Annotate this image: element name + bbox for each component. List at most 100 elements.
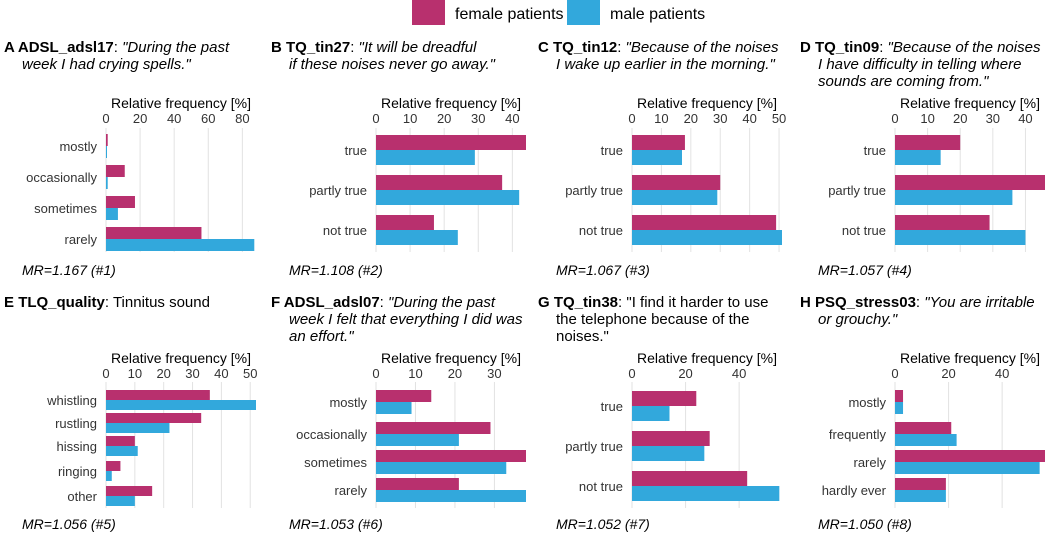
- category-label: whistling: [46, 393, 97, 408]
- panel-title: G TQ_tin38: "I find it harder to use: [538, 294, 768, 311]
- tick-label: 10: [654, 111, 668, 126]
- category-label: true: [601, 143, 623, 158]
- tick-label: 10: [408, 366, 422, 381]
- bar-male: [106, 496, 135, 506]
- panel-quote-line: "I find it harder to use: [626, 294, 768, 311]
- panel-colon: :: [879, 39, 887, 56]
- tick-label: 20: [941, 366, 955, 381]
- axis-title: Relative frequency [%]: [900, 350, 1040, 366]
- tick-label: 20: [156, 366, 170, 381]
- tick-label: 20: [133, 111, 147, 126]
- panel-colon: :: [916, 294, 924, 311]
- bar-female: [106, 196, 135, 208]
- panel-letter: C: [538, 39, 553, 56]
- tick-label: 40: [505, 111, 519, 126]
- category-label: partly true: [309, 183, 367, 198]
- axis-title: Relative frequency [%]: [111, 95, 251, 111]
- tick-label: 0: [372, 111, 379, 126]
- tick-label: 40: [167, 111, 181, 126]
- axis-title: Relative frequency [%]: [900, 95, 1040, 111]
- category-label: mostly: [848, 395, 886, 410]
- category-label: rarely: [853, 455, 886, 470]
- bar-female: [376, 390, 432, 402]
- bar-male: [376, 490, 526, 502]
- tick-label: 30: [185, 366, 199, 381]
- bar-male: [376, 434, 459, 446]
- bar-female: [895, 450, 1045, 462]
- bar-female: [376, 175, 503, 190]
- panel-colon: :: [350, 39, 358, 56]
- panel-variable: TQ_tin12: [553, 39, 617, 56]
- category-label: not true: [579, 479, 623, 494]
- tick-label: 10: [920, 111, 934, 126]
- bar-male: [106, 239, 255, 251]
- bar-male: [376, 462, 507, 474]
- bar-female: [895, 422, 952, 434]
- bar-female: [376, 422, 491, 434]
- bar-female: [376, 215, 434, 230]
- bar-female: [895, 175, 1045, 190]
- category-label: rarely: [334, 483, 367, 498]
- legend-swatch-male: [567, 0, 600, 25]
- panel-quote-line: "Because of the noises: [626, 39, 779, 56]
- panel-letter: B: [271, 39, 286, 56]
- panel-quote-line: "It will be dreadful: [359, 39, 478, 56]
- category-label: hissing: [57, 439, 97, 454]
- bar-female: [895, 478, 946, 490]
- category-label: frequently: [829, 427, 887, 442]
- bar-male: [106, 146, 107, 158]
- tick-label: 20: [448, 366, 462, 381]
- panel-quote-line: week I had crying spells.": [22, 56, 191, 73]
- bar-male: [376, 190, 520, 205]
- category-label: not true: [842, 223, 886, 238]
- bar-female: [895, 215, 990, 230]
- panel-quote-line: the telephone because of the: [556, 311, 750, 328]
- panel-letter: G: [538, 294, 554, 311]
- category-label: true: [864, 143, 886, 158]
- bar-female: [376, 135, 526, 150]
- tick-label: 20: [678, 366, 692, 381]
- tick-label: 60: [201, 111, 215, 126]
- tick-label: 30: [986, 111, 1000, 126]
- panel-letter: D: [800, 39, 815, 56]
- axis-title: Relative frequency [%]: [637, 350, 777, 366]
- bar-male: [895, 490, 946, 502]
- panel-footer: MR=1.053 (#6): [289, 516, 383, 532]
- bar-male: [632, 150, 682, 165]
- tick-label: 0: [891, 111, 898, 126]
- panel-letter: H: [800, 294, 815, 311]
- panel-quote-line: I wake up earlier in the morning.": [556, 56, 775, 73]
- panel-footer: MR=1.057 (#4): [818, 262, 912, 278]
- bar-male: [895, 150, 941, 165]
- category-label: rarely: [64, 232, 97, 247]
- tick-label: 40: [995, 366, 1009, 381]
- panel-quote-line: week I felt that everything I did was: [289, 311, 523, 328]
- category-label: sometimes: [304, 455, 367, 470]
- tick-label: 40: [732, 366, 746, 381]
- bar-female: [632, 471, 748, 486]
- panel-variable: TQ_tin27: [286, 39, 350, 56]
- tick-label: 0: [102, 366, 109, 381]
- category-label: other: [67, 489, 97, 504]
- tick-label: 10: [403, 111, 417, 126]
- panel-colon: :: [617, 39, 625, 56]
- bar-male: [895, 402, 904, 414]
- panel-title: A ADSL_adsl17: "During the past: [4, 39, 230, 56]
- panel-colon: :: [380, 294, 388, 311]
- panel-quote-line: sounds are coming from.": [818, 73, 989, 90]
- bar-male: [632, 230, 782, 245]
- panel-title: F ADSL_adsl07: "During the past: [271, 294, 496, 311]
- panel-variable: ADSL_adsl07: [284, 294, 380, 311]
- tick-label: 40: [742, 111, 756, 126]
- bar-female: [106, 486, 153, 496]
- bar-male: [106, 446, 138, 456]
- category-label: rustling: [55, 416, 97, 431]
- bar-male: [376, 402, 412, 414]
- bar-male: [632, 190, 718, 205]
- bar-male: [106, 471, 112, 481]
- panel-g: G TQ_tin38: "I find it harder to usethe …: [538, 294, 780, 532]
- category-label: partly true: [565, 183, 623, 198]
